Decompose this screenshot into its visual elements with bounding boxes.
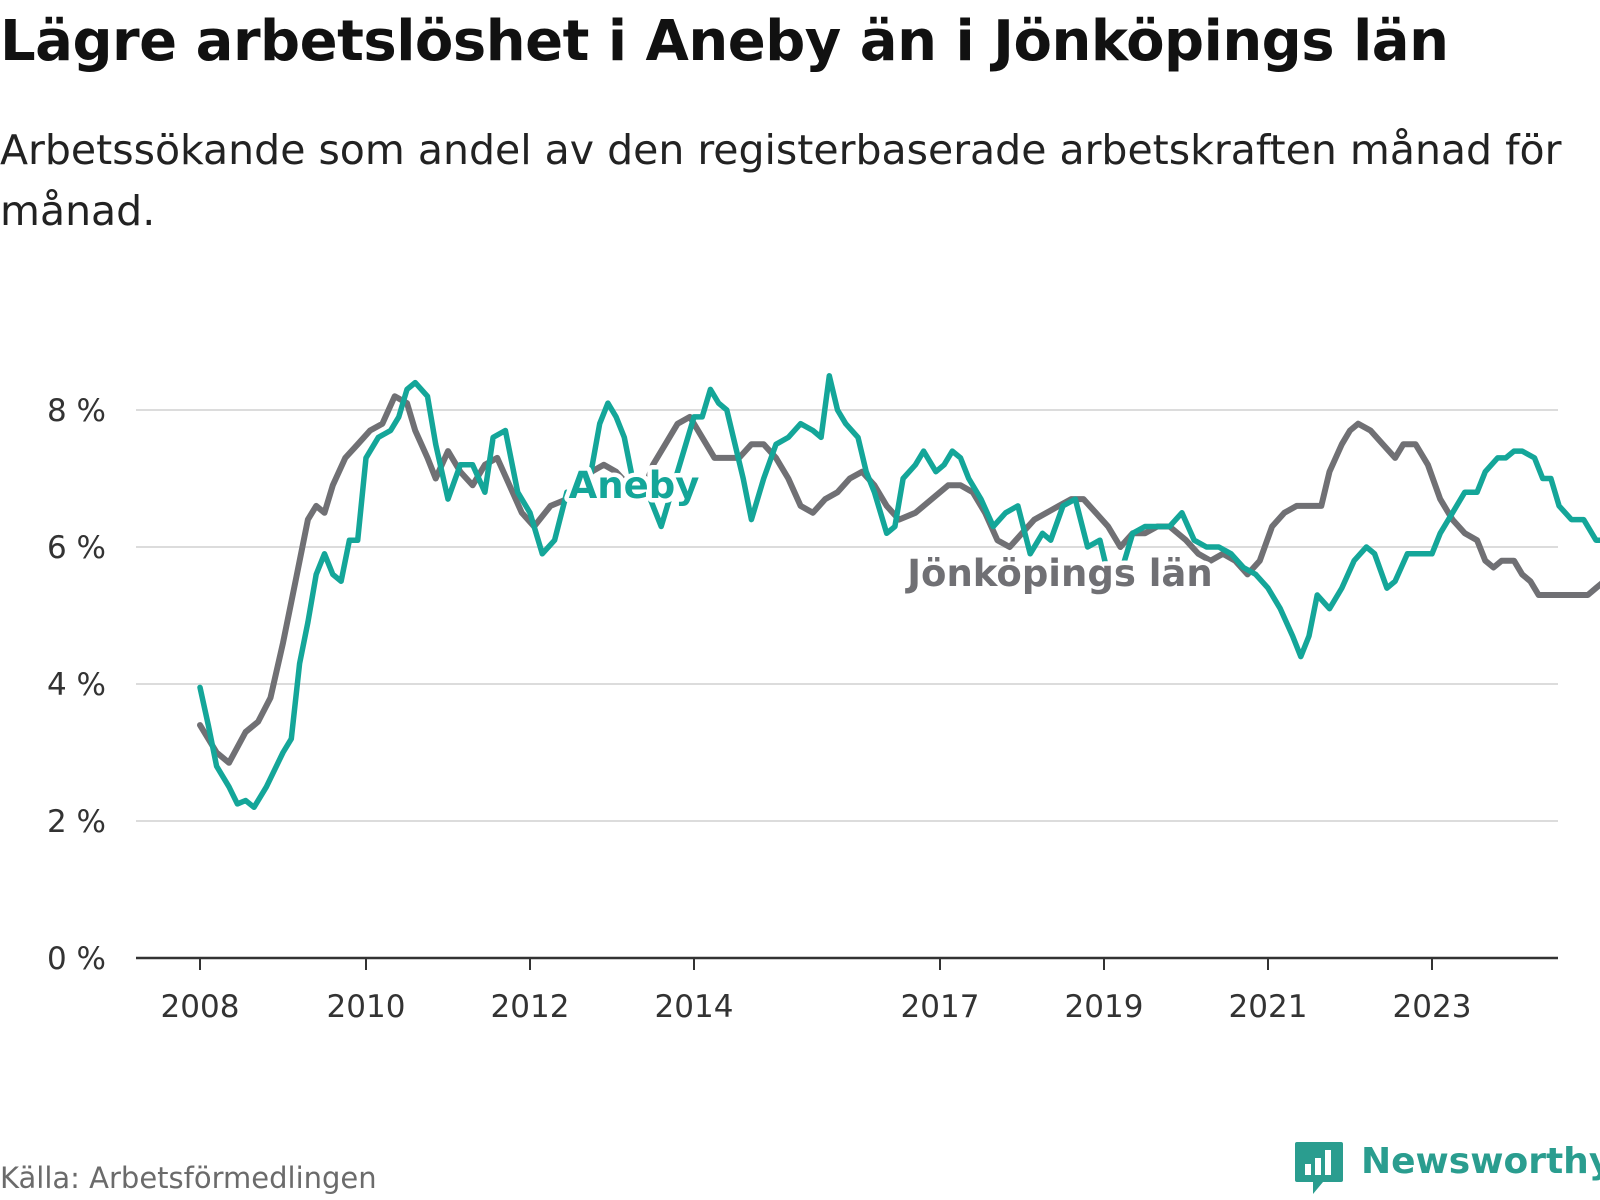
x-tick-label: 2012 [491,989,570,1025]
x-tick-label: 2014 [655,989,734,1025]
series-label-jonkopings-lan: Jönköpings län [904,552,1212,595]
y-tick-label: 8 % [47,393,106,429]
source-note: Källa: Arbetsförmedlingen [0,1161,377,1195]
x-tick-label: 2023 [1393,989,1472,1025]
brand-name: Newsworthy [1361,1141,1600,1182]
y-tick-label: 6 % [47,530,106,566]
series-line-jonkopings-lan [197,393,1600,766]
y-tick-label: 2 % [47,804,106,840]
chart-title: Lägre arbetslöshet i Aneby än i Jönköpin… [0,9,1449,74]
series-line-aneby [197,373,1600,811]
gridlines [136,409,1558,822]
brand-logo[interactable]: Newsworthy [1293,1138,1600,1196]
x-tick-label: 2017 [901,989,980,1025]
newsworthy-chart-icon [1295,1142,1343,1194]
x-tick-label: 2008 [161,989,240,1025]
x-tick-label: 2021 [1229,989,1308,1025]
x-tick-label: 2019 [1065,989,1144,1025]
x-axis: 2008 2010 2012 2014 2017 2019 2021 2023 [136,956,1558,1025]
series-label-aneby: Aneby [569,464,700,507]
series-label-aneby-halo: Aneby [569,464,700,507]
y-tick-label: 0 % [47,941,106,977]
series-label-jonkopings-lan-halo: Jönköpings län [904,552,1212,595]
series-lines [197,373,1600,811]
y-axis-ticks: 0 % 2 % 4 % 6 % 8 % [47,393,106,977]
y-tick-label: 4 % [47,667,106,703]
chart-subtitle: Arbetssökande som andel av den registerb… [0,126,1562,235]
x-tick-label: 2010 [327,989,406,1025]
